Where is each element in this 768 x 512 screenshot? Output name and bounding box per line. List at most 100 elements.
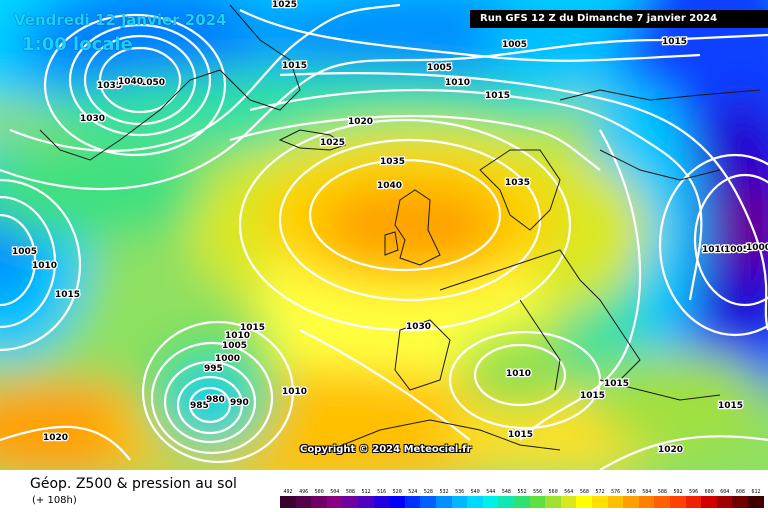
legend-label: 548 bbox=[501, 489, 511, 495]
legend-label: 504 bbox=[330, 489, 340, 495]
forecast-offset: (+ 108h) bbox=[32, 495, 77, 506]
legend-label: 600 bbox=[704, 489, 714, 495]
legend-label: 588 bbox=[657, 489, 667, 495]
isobar-label: 1015 bbox=[580, 391, 605, 401]
legend-swatch bbox=[498, 496, 515, 508]
z500-color-field bbox=[0, 0, 768, 470]
legend-label: 576 bbox=[611, 489, 621, 495]
legend-swatch bbox=[732, 496, 749, 508]
legend-label: 500 bbox=[314, 489, 324, 495]
forecast-date: Vendredi 12 janvier 2024 bbox=[14, 11, 227, 29]
legend-label: 516 bbox=[377, 489, 387, 495]
legend-swatch bbox=[514, 496, 530, 508]
legend-label: 520 bbox=[392, 489, 402, 495]
legend-label: 536 bbox=[455, 489, 465, 495]
legend-label: 492 bbox=[283, 489, 293, 495]
legend-label: 508 bbox=[345, 489, 355, 495]
coastlines bbox=[39, 4, 761, 451]
isobar-label: 1040 bbox=[118, 77, 143, 87]
weather-map: 1025 1035 1050 1030 1040 1015 1005 1015 … bbox=[0, 0, 768, 470]
isobar-label: 1010 bbox=[282, 387, 307, 397]
isobar-label: 980 bbox=[206, 395, 225, 405]
legend-label: 592 bbox=[673, 489, 683, 495]
isobar-label: 1000 bbox=[746, 243, 768, 253]
isobar-label: 1015 bbox=[508, 430, 533, 440]
forecast-hour: 1:00 locale bbox=[22, 34, 133, 55]
isobar-label: 1005 bbox=[724, 245, 749, 255]
geopotential-field: 1025 1035 1050 1030 1040 1015 1005 1015 … bbox=[0, 0, 768, 470]
isobar-label: 1010 bbox=[32, 261, 57, 271]
legend-swatch bbox=[404, 496, 421, 508]
legend-label: 612 bbox=[751, 489, 761, 495]
legend-swatch bbox=[326, 496, 343, 508]
legend-label: 560 bbox=[548, 489, 558, 495]
isobar-label: 1025 bbox=[320, 138, 345, 148]
legend-swatch bbox=[685, 496, 702, 508]
isobar-label: 1010 bbox=[506, 369, 531, 379]
isobar-label: 1030 bbox=[80, 114, 105, 124]
legend-label: 580 bbox=[626, 489, 636, 495]
isobar-label: 1020 bbox=[43, 433, 68, 443]
legend-label: 572 bbox=[595, 489, 605, 495]
legend-label: 556 bbox=[533, 489, 543, 495]
isobar-labels: 1025 1035 1050 1030 1040 1015 1005 1015 … bbox=[11, 0, 768, 456]
legend-label: 596 bbox=[689, 489, 699, 495]
legend-label: 524 bbox=[408, 489, 418, 495]
legend-label: 604 bbox=[720, 489, 730, 495]
isobar-label: 1015 bbox=[662, 37, 687, 47]
legend-swatch bbox=[373, 496, 390, 508]
isobar-label: 1030 bbox=[406, 322, 431, 332]
isobar-label: 1040 bbox=[377, 181, 402, 191]
legend-swatch bbox=[654, 496, 671, 508]
legend-swatch bbox=[389, 496, 406, 508]
legend-swatch bbox=[529, 496, 546, 508]
isobar-label: 1015 bbox=[240, 323, 265, 333]
isobar-label: 1020 bbox=[348, 117, 373, 127]
isobar-label: 1015 bbox=[604, 379, 629, 389]
legend-label: 564 bbox=[564, 489, 574, 495]
isobar-label: 1010 bbox=[225, 331, 250, 341]
legend-label: 544 bbox=[486, 489, 496, 495]
isobar-label: 995 bbox=[204, 364, 223, 374]
legend-label: 568 bbox=[579, 489, 589, 495]
isobar-label: 1015 bbox=[55, 290, 80, 300]
legend-swatch bbox=[436, 496, 452, 508]
isobar-label: 1035 bbox=[97, 81, 122, 91]
legend-swatch bbox=[623, 496, 640, 508]
legend-swatch bbox=[467, 496, 484, 508]
legend-swatch bbox=[420, 496, 437, 508]
legend-swatch bbox=[545, 496, 562, 508]
map-title: Géop. Z500 & pression au sol bbox=[30, 476, 237, 492]
copyright: Copyright © 2024 Meteociel.fr bbox=[300, 444, 472, 455]
legend-label: 528 bbox=[423, 489, 433, 495]
isobar-label: 1015 bbox=[485, 91, 510, 101]
legend-label: 512 bbox=[361, 489, 371, 495]
isobar-label: 1005 bbox=[427, 63, 452, 73]
legend-swatch bbox=[748, 496, 764, 508]
legend-swatch bbox=[638, 496, 655, 508]
map-footer: Géop. Z500 & pression au sol (+ 108h) 49… bbox=[0, 470, 768, 512]
legend-label: 552 bbox=[517, 489, 527, 495]
isobar-label: 1010 bbox=[702, 245, 727, 255]
legend-swatch bbox=[342, 496, 359, 508]
legend-swatch bbox=[311, 496, 328, 508]
legend-label: 584 bbox=[642, 489, 652, 495]
isobar-label: 1010 bbox=[445, 78, 470, 88]
isobar-label: 990 bbox=[230, 398, 249, 408]
legend-label: 540 bbox=[470, 489, 480, 495]
legend-label: 532 bbox=[439, 489, 449, 495]
isobar-lines bbox=[0, 3, 768, 470]
legend-swatch bbox=[607, 496, 624, 508]
legend-swatch bbox=[576, 496, 593, 508]
legend-swatch bbox=[358, 496, 374, 508]
legend-swatch bbox=[701, 496, 718, 508]
legend-swatch bbox=[280, 496, 296, 508]
isobar-label: 1005 bbox=[502, 40, 527, 50]
isobar-label: 1035 bbox=[505, 178, 530, 188]
legend-swatch bbox=[482, 496, 499, 508]
model-run-label: Run GFS 12 Z du Dimanche 7 janvier 2024 bbox=[470, 10, 768, 28]
isobar-label: 1000 bbox=[215, 354, 240, 364]
isobar-label: 1050 bbox=[140, 78, 165, 88]
legend-swatch bbox=[670, 496, 686, 508]
isobar-label: 1015 bbox=[718, 401, 743, 411]
